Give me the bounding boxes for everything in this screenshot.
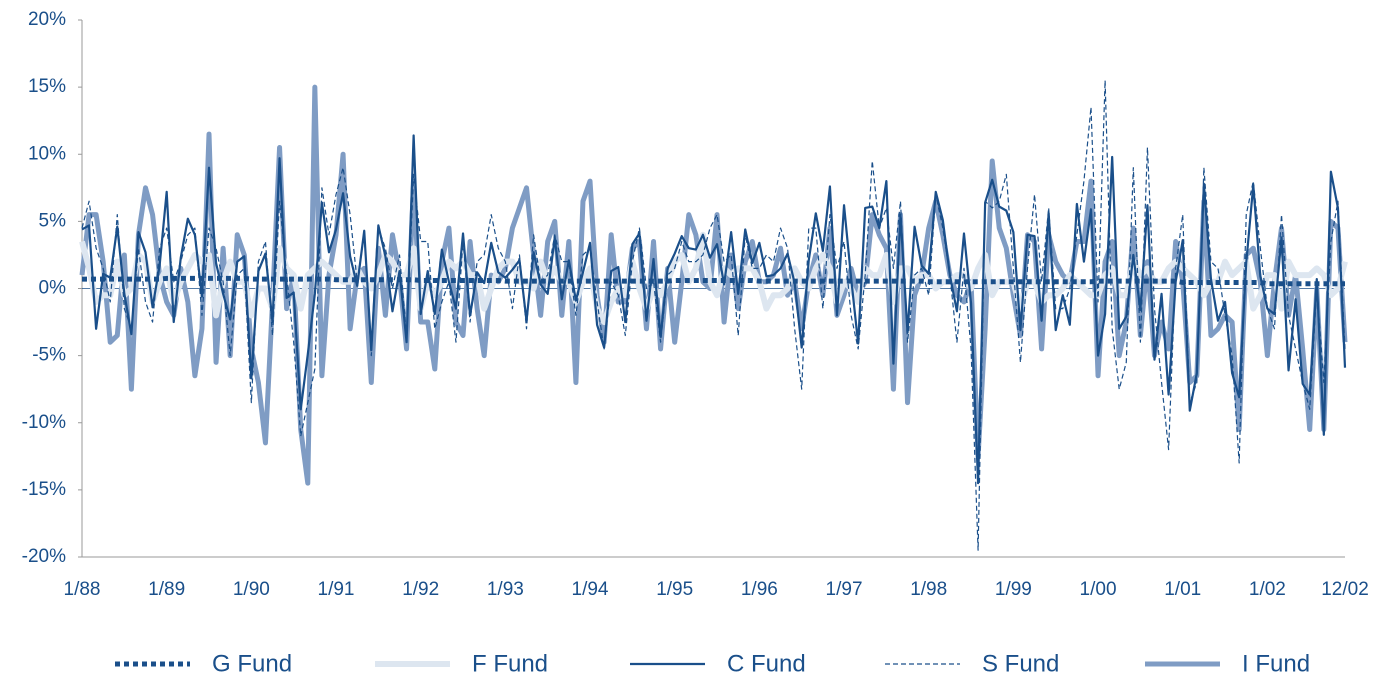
y-tick-label: 15% <box>28 76 66 97</box>
legend-label: F Fund <box>472 650 548 677</box>
x-tick-label: 1/90 <box>233 579 270 600</box>
x-tick-label: 1/00 <box>1080 579 1117 600</box>
x-tick-label: 1/94 <box>572 579 609 600</box>
y-tick-label: -10% <box>22 412 66 433</box>
y-tick-label: -15% <box>22 479 66 500</box>
legend-label: C Fund <box>727 650 806 677</box>
x-tick-label: 1/97 <box>826 579 863 600</box>
x-tick-label: 1/89 <box>148 579 185 600</box>
series-line <box>81 79 1346 551</box>
x-tick-label: 1/88 <box>64 579 101 600</box>
legend-label: S Fund <box>982 650 1059 677</box>
x-tick-label: 1/99 <box>995 579 1032 600</box>
legend-label: G Fund <box>212 650 292 677</box>
x-tick-label: 1/98 <box>910 579 947 600</box>
y-tick-label: -5% <box>32 345 66 366</box>
y-tick-label: 20% <box>28 9 66 30</box>
x-tick-label: 1/01 <box>1164 579 1201 600</box>
series-line <box>82 275 1345 287</box>
x-tick-label: 1/02 <box>1249 579 1286 600</box>
y-tick-label: 10% <box>28 143 66 164</box>
legend-label: I Fund <box>1242 650 1310 677</box>
x-tick-label: 1/95 <box>656 579 693 600</box>
x-tick-label: 12/02 <box>1321 579 1369 600</box>
y-tick-label: 5% <box>39 210 67 231</box>
x-tick-label: 1/96 <box>741 579 778 600</box>
x-tick-label: 1/93 <box>487 579 524 600</box>
x-tick-label: 1/91 <box>318 579 355 600</box>
y-tick-label: -20% <box>22 546 66 567</box>
x-tick-label: 1/92 <box>402 579 439 600</box>
series-line <box>81 134 1347 485</box>
y-tick-label: 0% <box>39 278 67 299</box>
